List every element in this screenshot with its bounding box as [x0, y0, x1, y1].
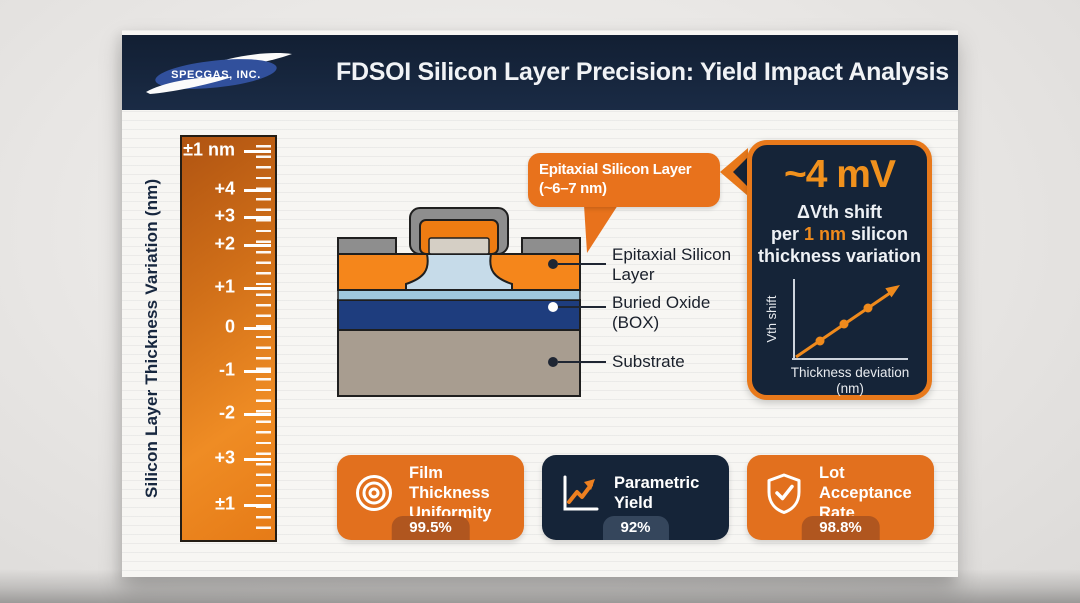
leader-line-epitaxial	[558, 263, 606, 265]
panel-tail	[720, 148, 748, 196]
stat-card-lot-acceptance-rate: Lot Acceptance Rate 98.8%	[747, 455, 934, 540]
shield-check-icon	[767, 473, 801, 514]
label-line: Layer	[612, 264, 655, 284]
vth-shift-description: ΔVth shift per 1 nm silicon thickness va…	[752, 201, 927, 267]
fdsoi-cross-section	[337, 207, 581, 397]
stat-card-parametric-yield: Parametric Yield 92%	[542, 455, 729, 540]
header-bar: SPECGAS, INC. FDSOI Silicon Layer Precis…	[122, 35, 958, 110]
drain-contact	[521, 237, 581, 255]
ruler-mark-label: +3	[214, 447, 235, 468]
leader-dot-substrate	[548, 357, 558, 367]
leader-line-substrate	[558, 361, 606, 363]
trend-up-chart-icon	[563, 475, 599, 510]
panel-text-line: per	[770, 224, 804, 244]
ruler-minor-ticks	[256, 145, 271, 532]
chart-y-label: Vth shift	[764, 295, 779, 342]
vth-shift-value: ~4 mV	[784, 153, 896, 196]
leader-dot-box	[548, 302, 558, 312]
panel-highlight: 1 nm	[803, 224, 846, 244]
label-substrate: Substrate	[612, 352, 685, 372]
ruler-mark-label: +2	[214, 233, 235, 254]
label-line: (BOX)	[612, 312, 660, 332]
label-line: Buried Oxide	[612, 293, 711, 312]
ruler-mark-label: -1	[218, 359, 235, 380]
panel-text-line: ΔVth shift	[797, 202, 882, 222]
infographic-paper: SPECGAS, INC. FDSOI Silicon Layer Precis…	[122, 30, 958, 577]
substrate-layer	[337, 329, 581, 397]
panel-text-line: silicon	[846, 224, 909, 244]
label-line: Epitaxial Silicon	[612, 245, 732, 264]
vth-vs-thickness-chart: Vth shift Thickness deviation (nm)	[764, 279, 909, 396]
specgas-logo: SPECGAS, INC.	[146, 52, 292, 94]
buried-oxide-layer	[337, 299, 581, 331]
stat-value-badge: 99.5%	[391, 516, 470, 540]
chart-data-point	[863, 303, 872, 313]
label-epitaxial-silicon-layer: Epitaxial Silicon Layer	[612, 245, 731, 284]
callout-line: (~6–7 nm)	[539, 180, 607, 197]
page-title: FDSOI Silicon Layer Precision: Yield Imp…	[336, 58, 949, 86]
stat-label: Lot Acceptance Rate	[819, 463, 912, 522]
leader-dot-epitaxial	[548, 259, 558, 269]
ruler-mark-label: ±1	[215, 493, 235, 514]
stat-label: Film Thickness Uniformity	[409, 463, 492, 522]
epitaxial-layer-callout: Epitaxial Silicon Layer (~6–7 nm)	[528, 153, 720, 207]
stat-card-film-thickness-uniformity: Film Thickness Uniformity 99.5%	[337, 455, 524, 540]
stat-value-badge: 98.8%	[801, 516, 880, 540]
thin-silicon-film	[337, 289, 581, 301]
target-icon	[356, 474, 392, 511]
panel-text-line: thickness variation	[757, 246, 922, 266]
callout-line: Epitaxial Silicon Layer	[539, 161, 692, 178]
ruler-mark-label: +4	[214, 178, 235, 199]
chart-data-point	[839, 319, 848, 329]
ruler-mark-label: -2	[218, 402, 235, 423]
vth-shift-panel: ~4 mV ΔVth shift per 1 nm silicon thickn…	[747, 140, 932, 400]
leader-line-box	[558, 306, 606, 308]
label-buried-oxide: Buried Oxide (BOX)	[612, 293, 710, 332]
chart-arrowhead	[884, 285, 900, 298]
source-contact	[337, 237, 397, 255]
chart-data-point	[815, 336, 824, 346]
callout-tail	[584, 205, 618, 253]
chart-x-label: Thickness deviation	[790, 365, 909, 380]
logo-swoosh-bottom	[146, 76, 232, 94]
stat-value-badge: 92%	[602, 516, 669, 540]
label-line: Substrate	[612, 352, 685, 371]
thickness-ruler: ±1 nm +4 +3 +2 +1 0 -1 -2 +3 ±1	[180, 135, 277, 542]
ruler-axis-label: Silicon Layer Thickness Variation (nm)	[142, 178, 161, 499]
ruler-mark-label: +3	[214, 205, 235, 226]
ruler-mark-label: ±1 nm	[183, 139, 235, 160]
gate-dielectric	[428, 237, 490, 255]
chart-x-label-unit: (nm)	[836, 381, 864, 396]
logo-text: SPECGAS, INC.	[171, 69, 261, 81]
channel-region	[405, 253, 513, 291]
stat-label: Parametric Yield	[614, 473, 700, 512]
ruler-mark-label: 0	[224, 316, 235, 337]
ruler-mark-label: +1	[214, 276, 235, 297]
